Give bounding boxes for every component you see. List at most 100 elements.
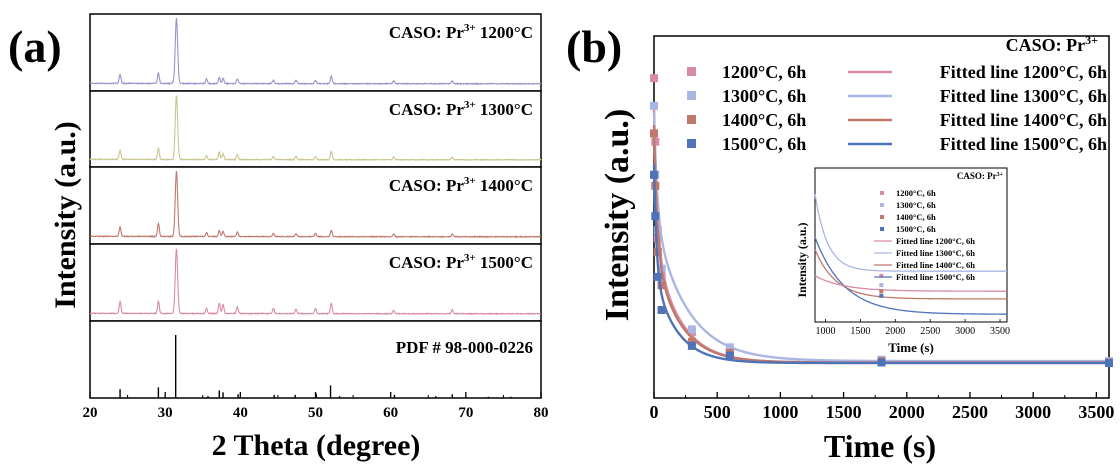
xrd-pattern-4: CASO: Pr3+ 1500°C: [89, 243, 542, 322]
xrd-trace: [89, 248, 542, 316]
inset-x-tick-label: 1500: [850, 326, 870, 337]
xrd-label-main: CASO: Pr: [389, 176, 465, 195]
inset-legend-label: Fitted line 1300°C, 6h: [896, 248, 975, 258]
inset-data-point: [879, 283, 884, 288]
x-tick-label: 2500: [952, 402, 988, 422]
xrd-pattern-label: CASO: Pr3+ 1400°C: [389, 175, 533, 195]
xrd-trace: [89, 18, 542, 86]
xrd-label-main: CASO: Pr: [389, 100, 465, 119]
xrd-strip-frame: [89, 166, 542, 245]
inset-fitted-line: [814, 194, 1007, 272]
data-point: [1105, 359, 1113, 367]
x-tick-label: 60: [383, 405, 398, 421]
x-tick-label: 80: [534, 405, 549, 421]
inset-legend-label: 1400°C, 6h: [896, 212, 936, 222]
xrd-pattern-label: CASO: Pr3+ 1300°C: [389, 99, 533, 119]
data-point: [651, 212, 660, 221]
inset-x-tick-label: 1000: [815, 326, 835, 337]
xrd-label-sup: 3+: [464, 99, 476, 111]
inset-legend-marker: [880, 191, 884, 195]
x-tick-label: 50: [308, 405, 323, 421]
xrd-label-tail: 1200°C: [476, 23, 533, 42]
data-point: [650, 170, 658, 179]
fitted-line-2: [652, 112, 1109, 363]
legend-label: 1300°C, 6h: [722, 86, 806, 106]
inset-legend-marker: [880, 215, 884, 219]
x-tick-label: 2000: [889, 402, 925, 422]
data-point: [687, 341, 696, 350]
inset-x-tick-label: 3000: [955, 326, 975, 337]
data-point: [650, 74, 658, 83]
panel-b-label: (b): [566, 21, 622, 72]
panel-a-label: (a): [8, 21, 62, 72]
legend-marker: [687, 67, 696, 76]
xrd-strip-frame: [89, 90, 542, 168]
x-tick-label: 40: [233, 405, 248, 421]
legend-marker: [687, 91, 696, 100]
data-point: [650, 101, 658, 110]
reference-label: PDF # 98-000-0226: [396, 338, 533, 357]
x-tick-label: 1500: [826, 402, 862, 422]
inset-legend-label: Fitted line 1400°C, 6h: [896, 260, 975, 270]
data-point: [653, 272, 662, 281]
legend-label: 1400°C, 6h: [722, 110, 806, 130]
legend-fit-label: Fitted line 1300°C, 6h: [940, 86, 1107, 106]
panel-a-ylabel: Intensity (a.u.): [49, 121, 82, 309]
x-tick-label: 3500: [1078, 402, 1114, 422]
xrd-label-main: CASO: Pr: [389, 23, 465, 42]
inset-legend-marker: [880, 203, 884, 207]
inset-xlabel: Time (s): [888, 340, 934, 355]
panel-b-decay: (b) Intensity (a.u.) Time (s) 0 500 1000 15…: [566, 21, 1114, 464]
panel-b-ylabel: Intensity (a.u.): [599, 109, 636, 322]
x-tick-label: 20: [83, 405, 98, 421]
inset-legend-label: Fitted line 1200°C, 6h: [896, 236, 975, 246]
data-point: [877, 358, 886, 367]
data-point: [687, 337, 696, 346]
data-point: [657, 281, 666, 290]
xrd-label-tail: 1400°C: [476, 176, 533, 195]
inset-x-tick-label: 3500: [990, 326, 1010, 337]
xrd-pattern-3: CASO: Pr3+ 1400°C: [89, 166, 542, 245]
inset-x-tick-label: 2500: [920, 326, 940, 337]
inset-annotation: CASO: Pr3+: [957, 171, 1004, 181]
legend-marker: [687, 115, 696, 124]
xrd-label-sup: 3+: [464, 252, 476, 264]
inset-data-point: [879, 289, 884, 294]
panel-a-xlabel: 2 Theta (degree): [212, 429, 421, 462]
inset-ylabel: Intensity (a.u.): [795, 222, 809, 297]
data-point: [650, 129, 658, 138]
x-tick-label: 500: [704, 402, 731, 422]
xrd-label-sup: 3+: [464, 22, 476, 34]
inset-fitted-line: [814, 275, 1007, 292]
inset-data-point: [879, 273, 884, 278]
legend-label: 1200°C, 6h: [722, 62, 806, 82]
data-point: [725, 343, 734, 352]
inset-legend-label: Fitted line 1500°C, 6h: [896, 272, 975, 282]
xrd-label-sup: 3+: [464, 175, 476, 187]
inset-legend-label: 1300°C, 6h: [896, 200, 936, 210]
legend-label: 1500°C, 6h: [722, 134, 806, 154]
inset-legend-marker: [880, 227, 884, 231]
inset-fitted-line: [814, 237, 1008, 315]
xrd-label-tail: 1500°C: [476, 253, 533, 272]
legend-fit-label: Fitted line 1500°C, 6h: [940, 134, 1107, 154]
inset-data-point: [879, 293, 884, 298]
legend-marker: [687, 139, 696, 148]
x-tick-label: 0: [650, 402, 659, 422]
xrd-strip-frame: [89, 13, 542, 92]
panel-a-xrd: (a) Intensity (a.u.) 2 Theta (degree) CA…: [8, 13, 549, 462]
xrd-pattern-label: CASO: Pr3+ 1200°C: [389, 22, 533, 42]
xrd-label-main: CASO: Pr: [389, 253, 465, 272]
xrd-pattern-2: CASO: Pr3+ 1300°C: [89, 90, 542, 168]
inset-legend-label: 1200°C, 6h: [896, 188, 936, 198]
data-point: [725, 351, 734, 360]
inset-chart: CASO: Pr3+ Intensity (a.u.) Time (s) 100…: [795, 167, 1010, 355]
xrd-pattern-1: CASO: Pr3+ 1200°C: [89, 13, 542, 92]
xrd-trace: [89, 95, 542, 162]
xrd-trace: [89, 171, 542, 239]
reference-strip-frame: [89, 320, 542, 399]
panel-b-xlabel: Time (s): [824, 428, 936, 464]
x-tick-label: 70: [458, 405, 473, 421]
inset-x-tick-label: 2000: [885, 326, 905, 337]
